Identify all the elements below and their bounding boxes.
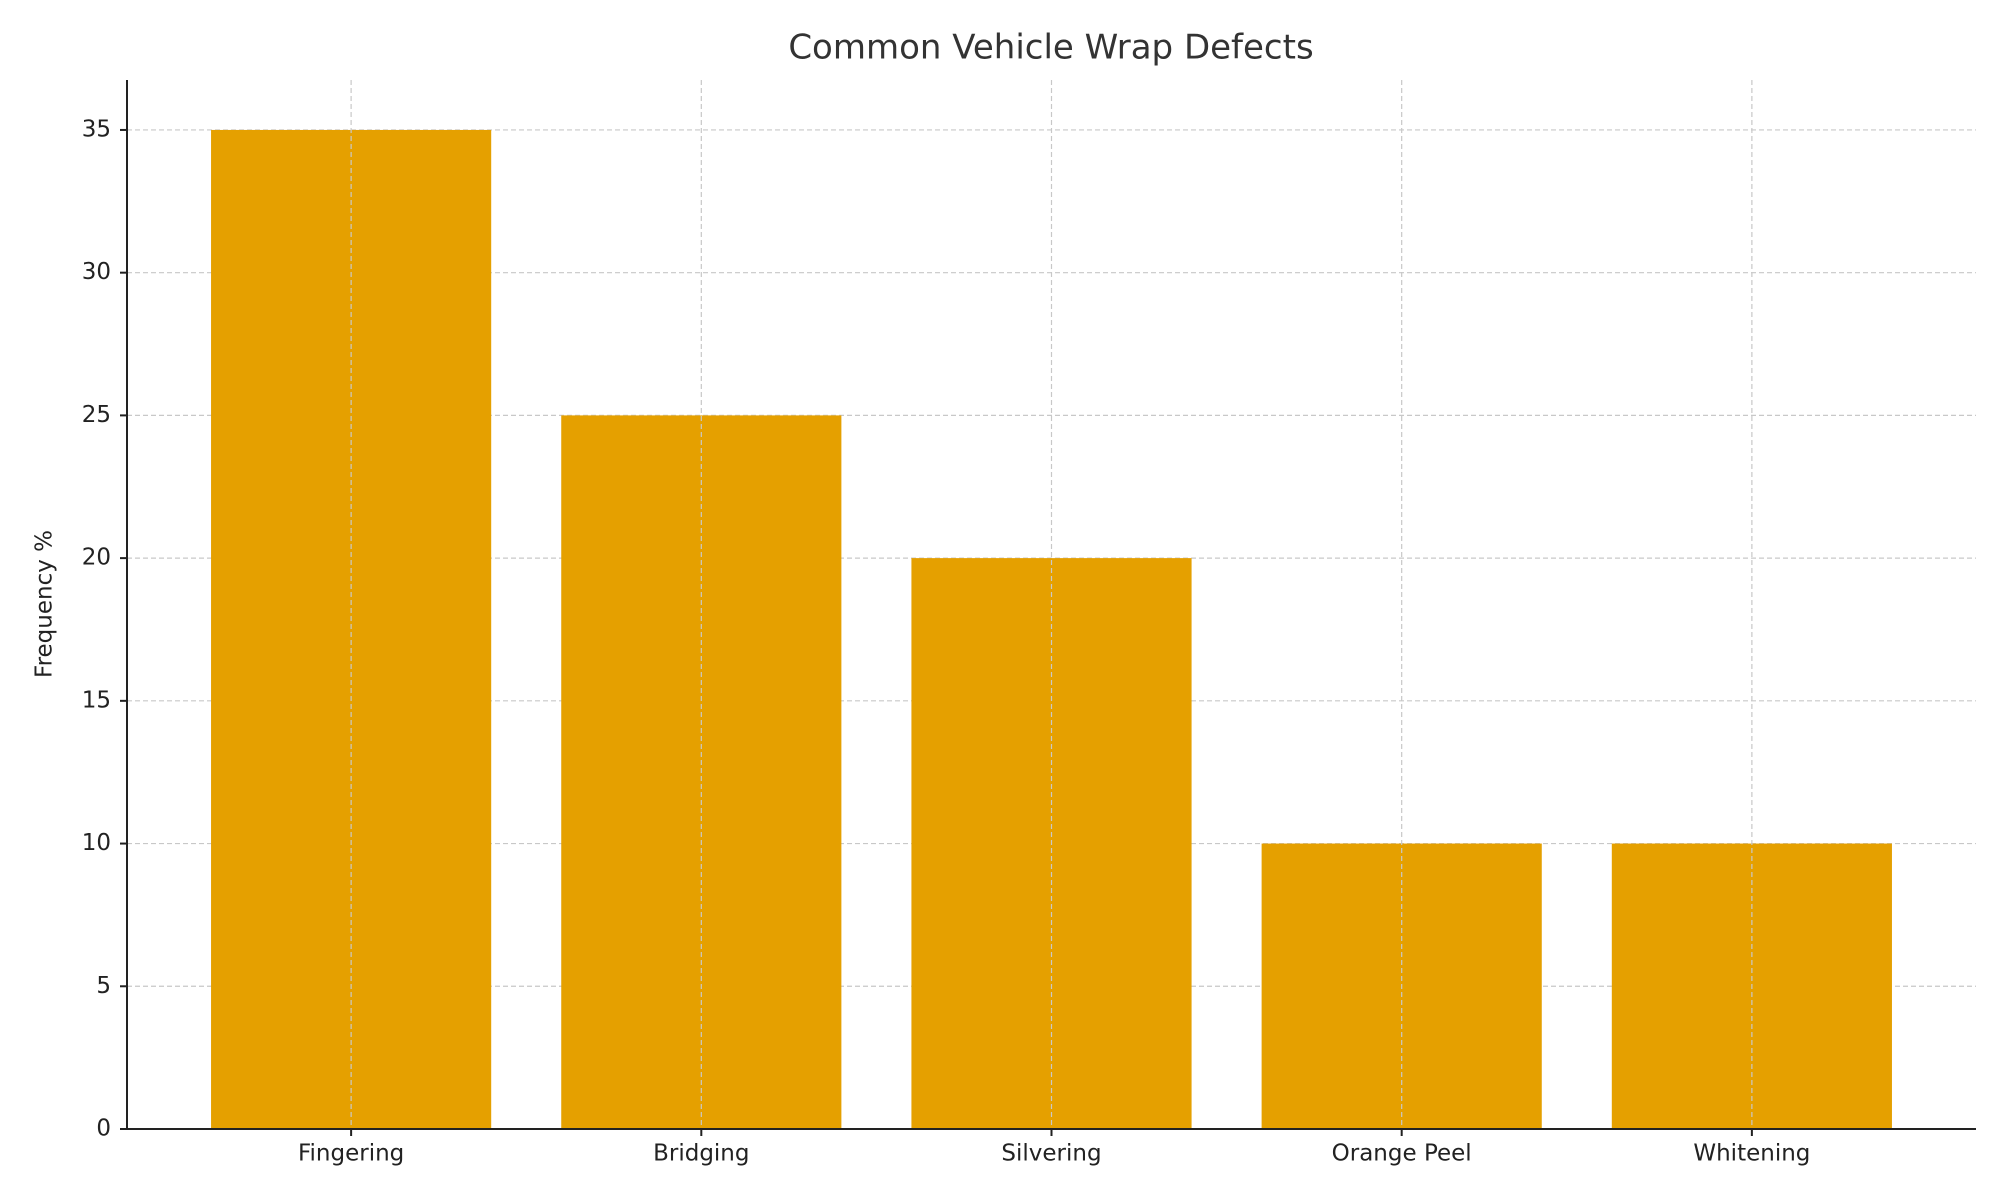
y-tick-label: 30: [82, 259, 111, 285]
x-tick-label: Whitening: [1693, 1141, 1810, 1167]
y-tick-label: 20: [82, 545, 111, 571]
y-tick-label: 10: [82, 830, 111, 856]
x-tick-label: Silvering: [1001, 1141, 1101, 1167]
x-tick-label: Orange Peel: [1332, 1141, 1472, 1167]
y-tick-label: 0: [96, 1116, 111, 1142]
y-tick-label: 35: [82, 116, 111, 142]
x-tick-label: Fingering: [298, 1141, 404, 1167]
y-tick-label: 15: [82, 687, 111, 713]
x-tick-label: Bridging: [653, 1141, 749, 1167]
y-axis-label: Frequency %: [32, 530, 58, 678]
chart-title: Common Vehicle Wrap Defects: [788, 28, 1313, 68]
y-tick-label: 25: [82, 402, 111, 428]
y-tick-label: 5: [96, 973, 111, 999]
